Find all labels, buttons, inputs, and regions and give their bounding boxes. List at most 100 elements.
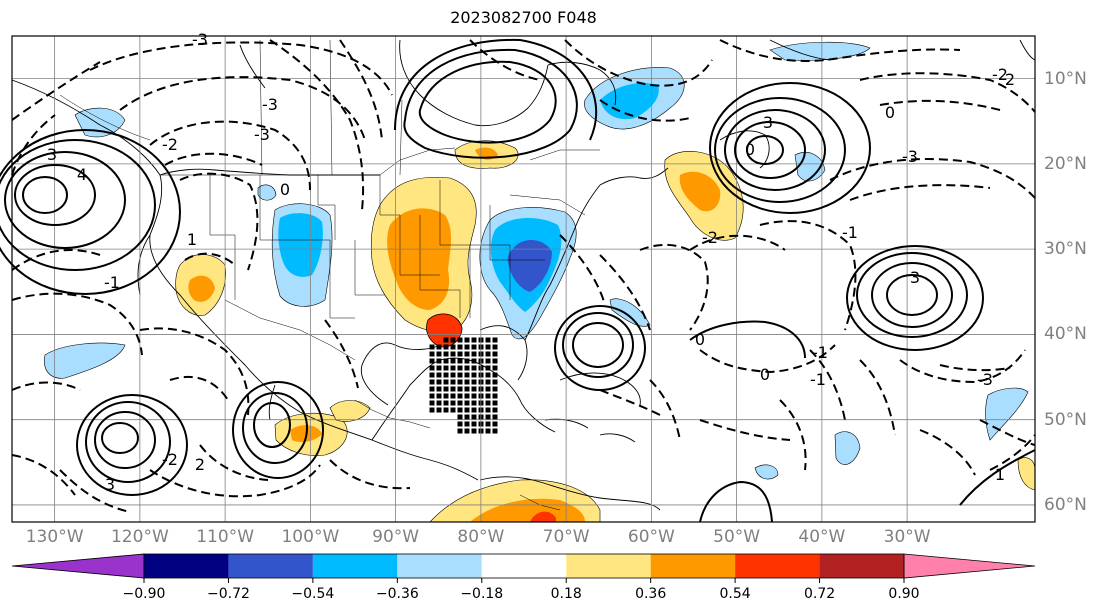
stipple-mark	[485, 386, 491, 392]
stipple-mark	[464, 372, 470, 378]
colorbar-tick-label: −0.36	[375, 586, 419, 602]
latitude-label: 40°N	[1044, 324, 1087, 345]
contour-label: -1	[104, 273, 120, 292]
negative-anomaly-east-coast-core	[507, 240, 552, 292]
stipple-mark	[450, 379, 456, 385]
stipple-mark	[429, 372, 435, 378]
stipple-mark	[464, 358, 470, 364]
stipple-mark	[464, 414, 470, 420]
stipple-mark	[485, 344, 491, 350]
stipple-mark	[436, 351, 442, 357]
stipple-mark	[471, 407, 477, 413]
stipple-mark	[492, 372, 498, 378]
contour-solid-atlantic	[689, 320, 806, 359]
positive-anomaly-mexico-core	[188, 275, 215, 302]
stipple-mark	[436, 344, 442, 350]
stipple-mark	[450, 386, 456, 392]
stipple-mark	[457, 407, 463, 413]
stipple-mark	[450, 358, 456, 364]
stipple-mark	[450, 344, 456, 350]
stipple-mark	[429, 379, 435, 385]
stipple-mark	[457, 393, 463, 399]
longitude-label: 60°W	[627, 527, 675, 547]
colorbar	[11, 553, 1036, 583]
contour-label: 1	[187, 230, 197, 249]
map-title: 2023082700 F048	[450, 8, 597, 27]
colorbar-segment	[566, 554, 651, 578]
stipple-mark	[457, 337, 463, 343]
stipple-mark	[485, 358, 491, 364]
stipple-mark	[471, 386, 477, 392]
negative-anomaly-bermuda	[609, 298, 651, 327]
stipple-mark	[450, 393, 456, 399]
stipple-mark	[471, 358, 477, 364]
stipple-mark	[443, 351, 449, 357]
colorbar-segment	[144, 554, 229, 578]
stipple-mark	[429, 386, 435, 392]
contour-high-newfoundland	[709, 82, 871, 214]
stipple-mark	[443, 393, 449, 399]
stipple-mark	[436, 407, 442, 413]
stipple-mark	[492, 344, 498, 350]
negative-anomaly-labrador-core	[600, 83, 659, 120]
colorbar-tick-label: −0.18	[460, 586, 504, 602]
stipple-mark	[457, 400, 463, 406]
stipple-mark	[485, 414, 491, 420]
coastlines	[11, 39, 1036, 511]
stipple-mark	[436, 393, 442, 399]
colorbar-frame	[143, 553, 905, 579]
stipple-mark	[450, 337, 456, 343]
contour-label: -3	[902, 147, 918, 166]
colorbar-tick-label: 0.54	[719, 586, 751, 602]
contour-label: 0	[760, 365, 770, 384]
contour-label: -2	[162, 135, 178, 154]
colorbar-tick-label: −0.54	[291, 586, 335, 602]
stipple-mark	[471, 372, 477, 378]
contour-label: 3	[910, 268, 920, 287]
stipple-mark	[492, 421, 498, 427]
stipple-mark	[464, 379, 470, 385]
stipple-mark	[443, 365, 449, 371]
stipple-mark	[492, 351, 498, 357]
contour-label: -1	[810, 370, 826, 389]
stipple-mark	[450, 400, 456, 406]
stipple-mark	[443, 337, 449, 343]
stipple-mark	[436, 379, 442, 385]
colorbar-min-extension	[11, 553, 145, 579]
stipple-mark	[436, 365, 442, 371]
stipple-mark	[492, 414, 498, 420]
contour-label: -2	[162, 450, 178, 469]
stipple-mark	[443, 379, 449, 385]
stipple-mark	[492, 365, 498, 371]
stipple-mark	[471, 379, 477, 385]
contour-label: -2	[702, 228, 718, 247]
stipple-mark	[471, 428, 477, 434]
stipple-mark	[471, 344, 477, 350]
contour-label: 0	[695, 330, 705, 349]
contour-high-hudson	[394, 38, 598, 159]
positive-anomaly-central-us-core	[387, 208, 452, 310]
colorbar-segment	[312, 554, 398, 578]
contour-label: -2	[992, 65, 1008, 84]
colorbar-segment	[397, 554, 482, 578]
contour-solid-south	[699, 480, 773, 523]
stipple-mark	[443, 372, 449, 378]
stipple-mark	[436, 400, 442, 406]
stipple-mark	[436, 372, 442, 378]
contour-high-east-pacific	[76, 394, 188, 496]
stipple-mark	[457, 344, 463, 350]
stipple-mark	[471, 400, 477, 406]
contour-label: -3	[262, 95, 278, 114]
stipple-mark	[457, 428, 463, 434]
stipple-mark	[492, 337, 498, 343]
contour-label: 1	[995, 465, 1005, 484]
longitude-label: 30°W	[883, 527, 931, 547]
stipple-mark	[443, 400, 449, 406]
longitude-label: 110°W	[196, 527, 255, 547]
stipple-mark	[485, 407, 491, 413]
stipple-mark	[464, 393, 470, 399]
stipple-mark	[450, 351, 456, 357]
stipple-mark	[471, 351, 477, 357]
colorbar-tick-label: 0.36	[635, 586, 667, 602]
stipple-mark	[492, 358, 498, 364]
